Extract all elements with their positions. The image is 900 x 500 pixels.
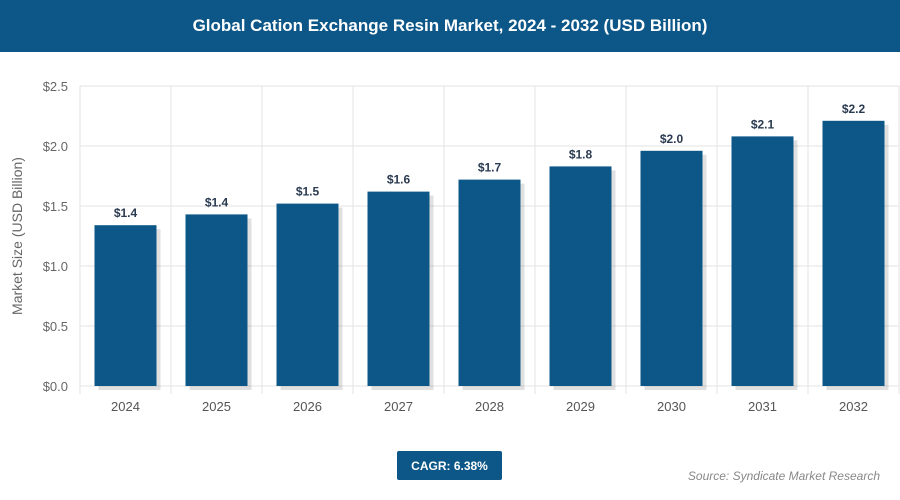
bar xyxy=(276,203,339,386)
bar xyxy=(822,120,885,387)
x-tick-label: 2029 xyxy=(566,399,595,414)
y-tick-label: $1.0 xyxy=(43,259,68,274)
bar xyxy=(367,191,430,386)
chart-title: Global Cation Exchange Resin Market, 202… xyxy=(0,0,900,52)
data-label: $1.8 xyxy=(569,147,593,161)
data-label: $1.7 xyxy=(478,161,502,175)
x-tick-label: 2031 xyxy=(748,399,777,414)
y-axis-label: Market Size (USD Billion) xyxy=(9,157,25,315)
y-tick-label: $0.0 xyxy=(43,379,68,394)
x-tick-label: 2025 xyxy=(202,399,231,414)
x-tick-label: 2030 xyxy=(657,399,686,414)
x-tick-label: 2032 xyxy=(839,399,868,414)
y-tick-label: $0.5 xyxy=(43,319,68,334)
bar xyxy=(458,179,521,386)
data-label: $1.6 xyxy=(387,173,411,187)
bar xyxy=(94,225,157,386)
x-tick-label: 2026 xyxy=(293,399,322,414)
y-tick-label: $1.5 xyxy=(43,199,68,214)
bar xyxy=(185,214,248,386)
cagr-badge: CAGR: 6.38% xyxy=(397,451,502,480)
data-label: $2.0 xyxy=(660,132,684,146)
x-tick-label: 2024 xyxy=(111,399,140,414)
data-label: $1.4 xyxy=(205,195,229,209)
data-label: $2.1 xyxy=(751,117,775,131)
data-label: $2.2 xyxy=(842,102,866,116)
bar xyxy=(640,150,703,386)
bar-chart: $0.0 $0.5 $1.0 $1.5 $2.0 $2.5 Market Size (USD… xyxy=(9,79,900,414)
source-note: Source: Syndicate Market Research xyxy=(687,469,880,483)
y-tick-label: $2.5 xyxy=(43,79,68,94)
y-tick-label: $2.0 xyxy=(43,139,68,154)
data-label: $1.4 xyxy=(114,206,138,220)
x-tick-label: 2028 xyxy=(475,399,504,414)
bar xyxy=(731,136,794,386)
data-label: $1.5 xyxy=(296,185,320,199)
x-tick-label: 2027 xyxy=(384,399,413,414)
bar xyxy=(549,166,612,386)
